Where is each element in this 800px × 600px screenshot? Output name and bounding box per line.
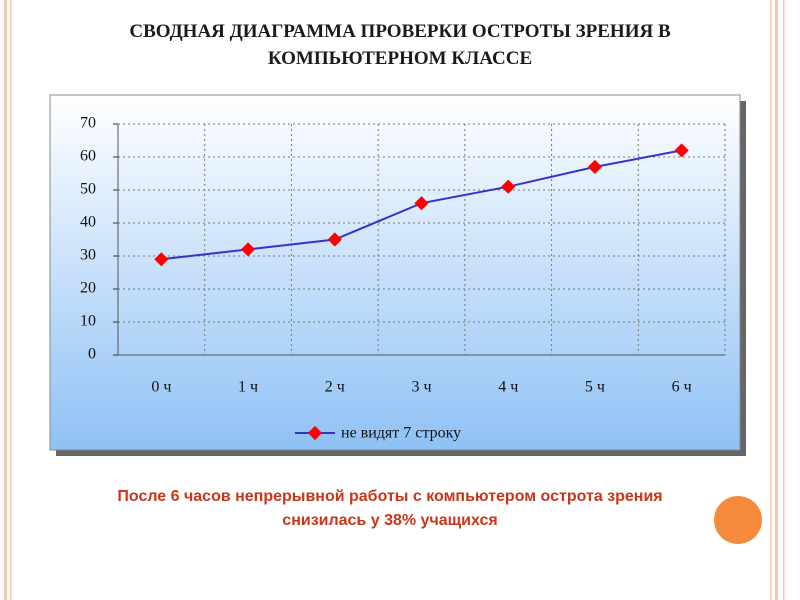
marker	[674, 143, 689, 158]
y-tick-label: 60	[80, 148, 96, 165]
x-tick-label: 0 ч	[151, 379, 171, 396]
x-tick-label: 3 ч	[411, 379, 431, 396]
y-tick-label: 40	[80, 214, 96, 231]
x-tick-label: 2 ч	[325, 379, 345, 396]
marker	[241, 242, 256, 257]
x-tick-label: 6 ч	[672, 379, 692, 396]
y-tick-label: 30	[80, 247, 96, 264]
marker	[587, 159, 602, 174]
chart-area	[49, 94, 741, 451]
marker	[327, 232, 342, 247]
y-tick-label: 20	[80, 280, 96, 297]
x-tick-label: 1 ч	[238, 379, 258, 396]
slide-decor	[4, 0, 785, 600]
marker	[501, 179, 516, 194]
chart-title: СВОДНАЯ ДИАГРАММА ПРОВЕРКИ ОСТРОТЫ ЗРЕНИ…	[129, 21, 671, 69]
x-tick-label: 4 ч	[498, 379, 518, 396]
legend-label: не видят 7 строку	[341, 425, 461, 442]
y-tick-label: 10	[80, 313, 96, 330]
annotation: После 6 часов непрерывной работы с компь…	[117, 488, 663, 529]
marker	[414, 196, 429, 211]
y-tick-label: 70	[80, 115, 96, 132]
y-tick-label: 50	[80, 181, 96, 198]
y-tick-label: 0	[88, 346, 96, 363]
marker	[307, 425, 323, 441]
x-tick-label: 5 ч	[585, 379, 605, 396]
